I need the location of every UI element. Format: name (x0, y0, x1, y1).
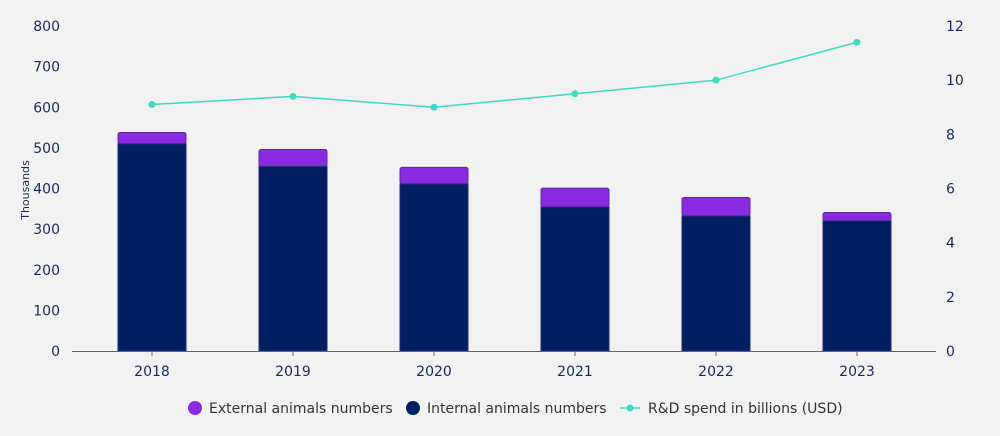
y-tick-label: 600 (33, 100, 60, 116)
bar-external-2021 (540, 187, 610, 208)
bar-external-2018 (117, 131, 187, 145)
y2-tick-label: 0 (946, 344, 955, 360)
rd-spend-point-2023 (853, 38, 861, 46)
legend: External animals numbers Internal animal… (188, 401, 843, 417)
y-tick-label: 400 (33, 182, 60, 198)
bar-external-2019 (258, 149, 328, 168)
bar-internal-2023 (822, 220, 892, 352)
rd-spend-point-2022 (712, 76, 720, 84)
y2-tick-label: 10 (946, 73, 964, 89)
x-tick-label: 2023 (839, 364, 875, 380)
bar-external-2022 (681, 196, 751, 217)
bar-internal-2020 (399, 183, 469, 352)
bar-external-2020 (399, 166, 469, 185)
legend-swatch-internal (406, 401, 420, 415)
y-tick-label: 700 (33, 60, 60, 76)
bar-internal-2021 (540, 206, 610, 352)
y-tick-label: 800 (33, 19, 60, 35)
y-tick-label: 100 (33, 303, 60, 319)
x-tick-label: 2019 (275, 364, 311, 380)
rd-spend-point-2019 (289, 92, 297, 100)
rd-spend-line (151, 41, 858, 109)
y2-tick-label: 12 (946, 19, 964, 35)
legend-swatch-external (188, 401, 202, 415)
bar-internal-2018 (117, 143, 187, 352)
legend-swatch-rd-marker (626, 404, 634, 412)
y2-tick-label: 2 (946, 290, 955, 306)
bar-internal-2019 (258, 166, 328, 352)
rd-spend-point-2018 (148, 101, 156, 109)
x-tick-label: 2018 (134, 364, 170, 380)
y2-tick-label: 8 (946, 127, 955, 143)
y-tick-label: 200 (33, 263, 60, 279)
y-tick-label: 0 (51, 344, 60, 360)
legend-label-rd: R&D spend in billions (USD) (648, 401, 843, 417)
rd-spend-point-2020 (430, 103, 438, 111)
bar-external-2023 (822, 211, 892, 222)
x-tick-label: 2022 (698, 364, 734, 380)
bar-internal-2022 (681, 215, 751, 352)
legend-label-external: External animals numbers (209, 401, 393, 417)
y-tick-label: 500 (33, 141, 60, 157)
legend-label-internal: Internal animals numbers (427, 401, 607, 417)
y-tick-label: 300 (33, 222, 60, 238)
y-axis-label: Thousands (19, 160, 32, 221)
y2-tick-label: 4 (946, 236, 955, 252)
rd-spend-point-2021 (571, 90, 579, 98)
x-tick-label: 2020 (416, 364, 452, 380)
x-tick-label: 2021 (557, 364, 593, 380)
y2-tick-label: 6 (946, 182, 955, 198)
